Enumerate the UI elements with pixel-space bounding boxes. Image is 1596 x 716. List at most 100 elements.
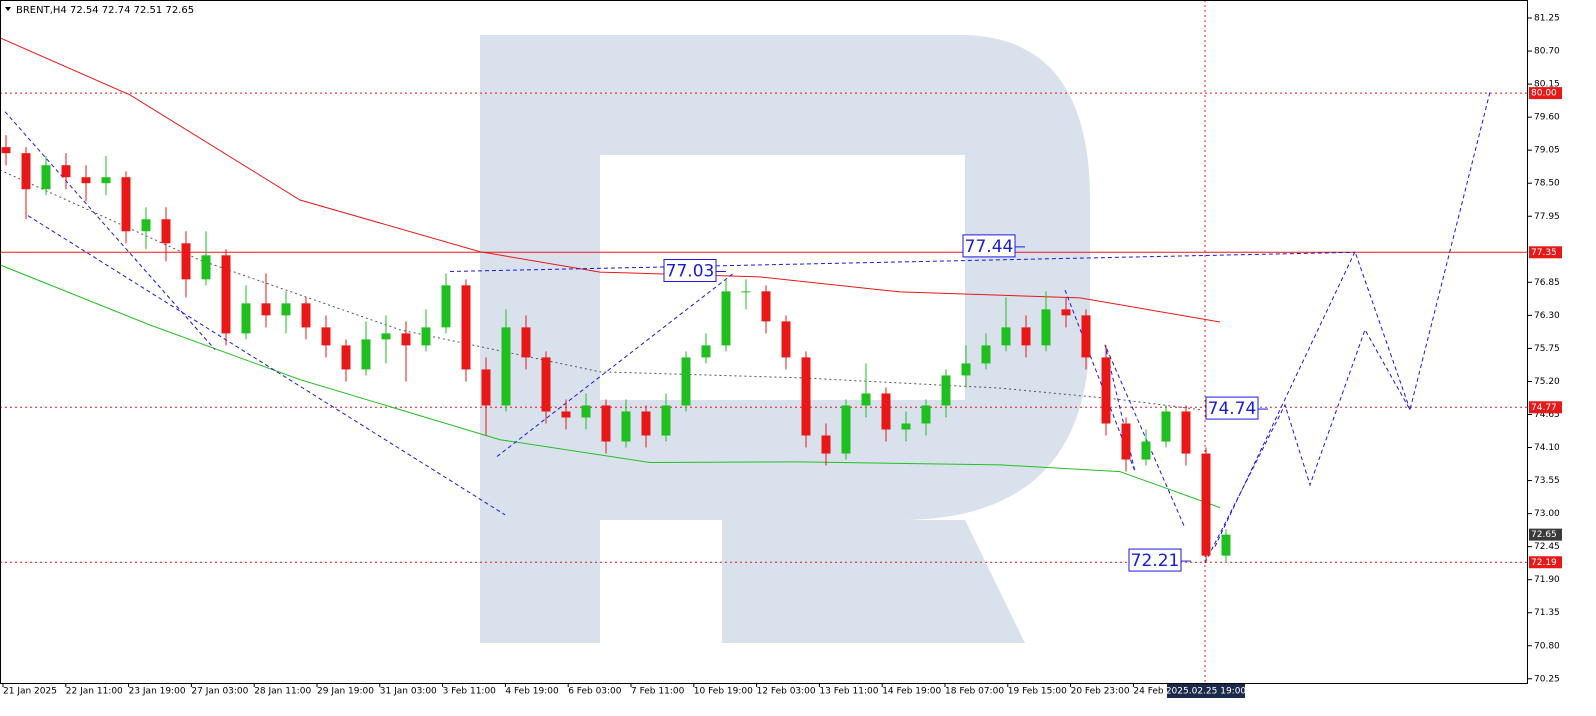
plot-frame [0, 0, 1528, 684]
candle-body [621, 411, 631, 442]
chart-header: BRENT,H4 72.54 72.74 72.51 72.65 [16, 5, 194, 16]
x-tick-label: 20 Feb 23:00 [1071, 687, 1130, 697]
candle-body [1121, 423, 1131, 460]
candle-body [301, 303, 311, 328]
candle-body [321, 327, 331, 346]
watermark-bowl [480, 35, 1090, 643]
candle-body [921, 405, 931, 424]
plot: 77.03 77.44 74.74 72.21 [0, 0, 1528, 683]
candle-body [661, 405, 671, 436]
candle-body [781, 321, 791, 358]
candle-body [881, 393, 891, 430]
y-tick-label: 77.95 [1534, 212, 1560, 222]
candle-body [481, 369, 491, 406]
ohlc-open: 72.54 [70, 5, 99, 16]
y-tick-label: 75.20 [1534, 377, 1560, 387]
trend-line [1064, 289, 1186, 529]
candle-body [361, 339, 371, 370]
candle-body [381, 333, 391, 340]
candle-body [861, 393, 871, 406]
y-tick-label: 80.70 [1534, 47, 1560, 57]
trend-line [1214, 250, 1411, 547]
candle-body [681, 357, 691, 406]
indicator-line [0, 264, 1221, 509]
y-tick-label: 70.25 [1534, 674, 1560, 684]
candle-body [41, 165, 51, 190]
trend-line [4, 111, 216, 350]
x-tick-label: 10 Feb 19:00 [694, 687, 753, 697]
candle-body [581, 405, 591, 418]
y-tick-label: 75.75 [1534, 344, 1560, 354]
candle-body [261, 303, 271, 316]
trend-line [496, 271, 736, 457]
candle-body [1081, 315, 1091, 358]
candle-body [1001, 327, 1011, 346]
ohlc-high: 72.74 [102, 5, 131, 16]
candle-body [1221, 534, 1231, 556]
candle-body [521, 327, 531, 358]
candle-body [1061, 309, 1071, 316]
y-tick-label: 74.10 [1534, 443, 1560, 453]
x-tick-label: 14 Feb 19:00 [882, 687, 941, 697]
candle-body [401, 333, 411, 346]
candle-body [721, 291, 731, 346]
candle-body [501, 327, 511, 406]
candle-body [161, 219, 171, 244]
x-tick-label: 31 Jan 03:00 [380, 687, 437, 697]
candle-body [841, 405, 851, 454]
symbol: BRENT,H4 [16, 5, 67, 16]
price-level-tag [1529, 87, 1562, 100]
x-tick-label: 19 Feb 15:00 [1008, 687, 1067, 697]
candle-body [21, 153, 31, 190]
y-tick-label: 80.15 [1534, 80, 1560, 90]
price-level-tag [1529, 246, 1562, 259]
trend-line [449, 251, 1356, 272]
candle-body [981, 345, 991, 364]
y-tick-label: 79.60 [1534, 113, 1560, 123]
candle-body [801, 357, 811, 436]
price-level-label: 77.35 [1531, 248, 1557, 258]
candle-body [941, 375, 951, 406]
x-tick-label: 18 Feb 07:00 [945, 687, 1004, 697]
candle-body [1, 147, 11, 154]
watermark [480, 35, 1090, 643]
candle-body [1101, 357, 1111, 424]
candle-body [821, 435, 831, 454]
x-tick-label: 24 Feb [1133, 687, 1164, 697]
menu-arrow [5, 7, 11, 11]
last-price-label: 72.65 [1531, 530, 1557, 540]
x-tick-label: 3 Feb 11:00 [443, 687, 497, 697]
y-tick-label: 73.55 [1534, 476, 1560, 486]
candle-body [541, 357, 551, 412]
x-tick-label: 21 Jan 2025 [3, 687, 57, 697]
candle-body [141, 219, 151, 232]
watermark-leg [722, 520, 1025, 643]
trend-line [1204, 91, 1491, 564]
candle-body [441, 285, 451, 328]
candle-body [961, 363, 971, 376]
y-tick-label: 74.65 [1534, 410, 1560, 420]
annotation-label: 77.44 [965, 237, 1014, 257]
candle-body [61, 165, 71, 178]
y-tick-label: 76.85 [1534, 278, 1560, 288]
x-tick-label: 4 Feb 19:00 [505, 687, 559, 697]
candle-body [601, 405, 611, 442]
candle-body [1041, 309, 1051, 346]
candle-body [1141, 441, 1151, 460]
candle-body [341, 345, 351, 370]
candle-body [901, 423, 911, 430]
x-tick-label: 29 Jan 19:00 [317, 687, 374, 697]
ohlc-low: 72.51 [134, 5, 163, 16]
candle-body [461, 285, 471, 370]
annotation-label: 74.74 [1208, 399, 1257, 419]
candle-body [281, 303, 291, 316]
annotation-label: 77.03 [666, 262, 715, 282]
y-tick-label: 70.80 [1534, 641, 1560, 651]
x-tick-label: 13 Feb 11:00 [819, 687, 878, 697]
y-tick-label: 81.25 [1534, 14, 1560, 24]
price-level-tag [1529, 401, 1562, 414]
candle-body [1181, 411, 1191, 454]
y-tick-label: 73.00 [1534, 509, 1560, 519]
annotation-box [962, 234, 1016, 258]
candle-body [1021, 327, 1031, 346]
